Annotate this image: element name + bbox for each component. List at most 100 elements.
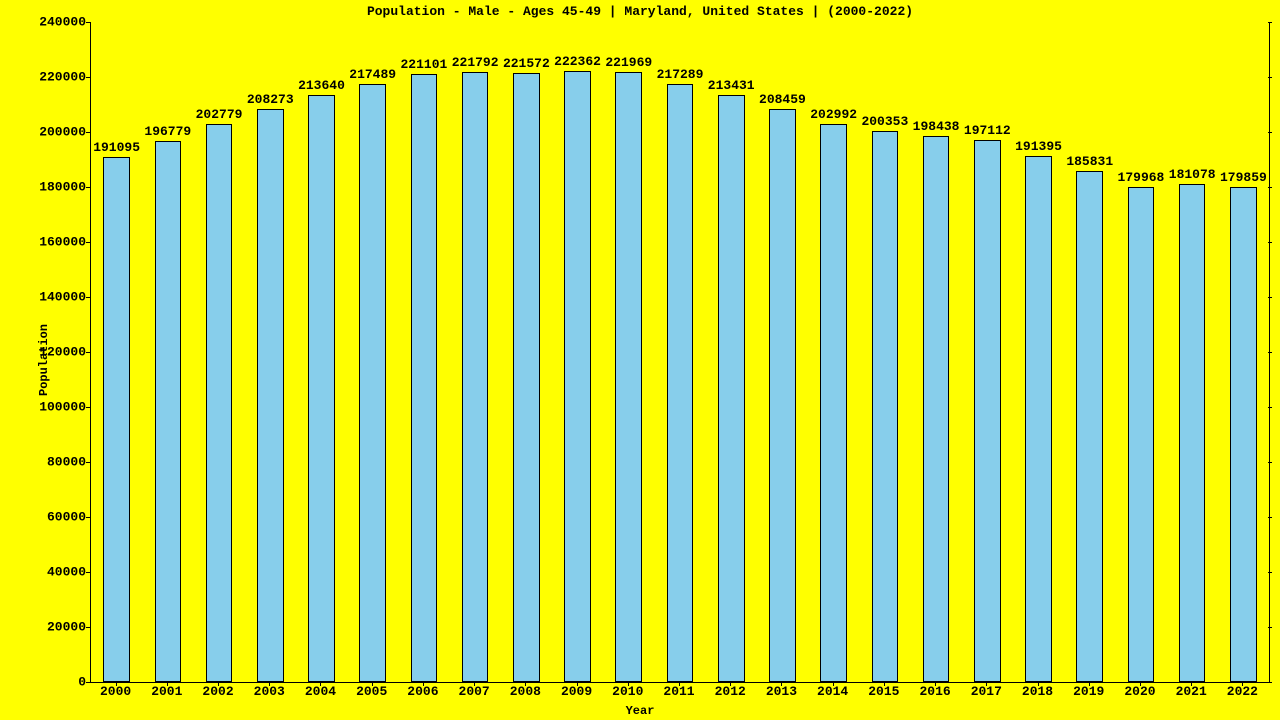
x-tick-label: 2010 [612, 684, 643, 699]
bar-value-label: 208273 [247, 92, 294, 107]
x-tick-mark [116, 682, 117, 686]
x-tick-mark [525, 682, 526, 686]
bar [718, 95, 745, 682]
y-tick-mark [1268, 132, 1272, 133]
bar-value-label: 179968 [1118, 170, 1165, 185]
bar-value-label: 221101 [401, 57, 448, 72]
x-tick-mark [1191, 682, 1192, 686]
x-tick-label: 2021 [1176, 684, 1207, 699]
x-tick-label: 2000 [100, 684, 131, 699]
x-tick-label: 2020 [1124, 684, 1155, 699]
x-tick-label: 2002 [202, 684, 233, 699]
y-tick-mark [1268, 297, 1272, 298]
bar [923, 136, 950, 682]
y-tick-label: 200000 [39, 125, 86, 140]
x-tick-mark [269, 682, 270, 686]
y-tick-mark [86, 407, 90, 408]
y-tick-mark [86, 77, 90, 78]
bar [1128, 187, 1155, 682]
x-tick-mark [730, 682, 731, 686]
bar [155, 141, 182, 682]
bar-value-label: 191395 [1015, 139, 1062, 154]
x-tick-label: 2013 [766, 684, 797, 699]
bar [974, 140, 1001, 682]
y-tick-label: 60000 [47, 510, 86, 525]
bar [820, 124, 847, 682]
bar-value-label: 181078 [1169, 167, 1216, 182]
bar-value-label: 202992 [810, 107, 857, 122]
bar-value-label: 221792 [452, 55, 499, 70]
y-tick-mark [1268, 242, 1272, 243]
x-tick-label: 2012 [715, 684, 746, 699]
y-tick-mark [86, 682, 90, 683]
y-tick-mark [86, 462, 90, 463]
y-tick-mark [1268, 572, 1272, 573]
y-tick-label: 220000 [39, 70, 86, 85]
y-tick-mark [86, 132, 90, 133]
y-tick-mark [86, 297, 90, 298]
bar-value-label: 213640 [298, 78, 345, 93]
bar [1230, 187, 1257, 682]
bar [1025, 156, 1052, 682]
x-tick-mark [628, 682, 629, 686]
bar-value-label: 208459 [759, 92, 806, 107]
x-tick-label: 2004 [305, 684, 336, 699]
x-tick-label: 2022 [1227, 684, 1258, 699]
x-tick-mark [1140, 682, 1141, 686]
x-tick-mark [577, 682, 578, 686]
x-tick-label: 2014 [817, 684, 848, 699]
x-tick-label: 2008 [510, 684, 541, 699]
bar [615, 72, 642, 682]
x-tick-label: 2005 [356, 684, 387, 699]
x-tick-mark [1038, 682, 1039, 686]
y-tick-mark [1268, 22, 1272, 23]
bar [103, 157, 130, 683]
y-tick-label: 80000 [47, 455, 86, 470]
x-tick-label: 2018 [1022, 684, 1053, 699]
bar [769, 109, 796, 682]
bar [1076, 171, 1103, 682]
x-tick-label: 2007 [459, 684, 490, 699]
bar [1179, 184, 1206, 682]
y-tick-mark [86, 627, 90, 628]
y-tick-label: 20000 [47, 620, 86, 635]
plot-area: 1910951967792027792082732136402174892211… [90, 22, 1270, 683]
y-tick-mark [86, 242, 90, 243]
x-tick-mark [1089, 682, 1090, 686]
bar-value-label: 200353 [861, 114, 908, 129]
bar [257, 109, 284, 682]
x-tick-mark [372, 682, 373, 686]
x-tick-label: 2017 [971, 684, 1002, 699]
bar-value-label: 179859 [1220, 170, 1267, 185]
bar-value-label: 197112 [964, 123, 1011, 138]
bar [513, 73, 540, 682]
y-tick-mark [1268, 187, 1272, 188]
bar [359, 84, 386, 682]
x-axis-label: Year [0, 704, 1280, 718]
bar [462, 72, 489, 682]
y-tick-mark [1268, 77, 1272, 78]
y-tick-mark [86, 572, 90, 573]
x-tick-mark [935, 682, 936, 686]
bar [564, 71, 591, 682]
y-tick-mark [86, 352, 90, 353]
bar-value-label: 221969 [605, 55, 652, 70]
y-tick-mark [86, 22, 90, 23]
x-tick-mark [423, 682, 424, 686]
x-tick-mark [884, 682, 885, 686]
bar-value-label: 217489 [349, 67, 396, 82]
bar-value-label: 221572 [503, 56, 550, 71]
x-tick-label: 2019 [1073, 684, 1104, 699]
y-tick-label: 120000 [39, 345, 86, 360]
x-tick-label: 2015 [868, 684, 899, 699]
x-tick-mark [833, 682, 834, 686]
bar-value-label: 198438 [913, 119, 960, 134]
x-tick-mark [474, 682, 475, 686]
y-tick-mark [1268, 352, 1272, 353]
y-tick-label: 160000 [39, 235, 86, 250]
bars-layer: 1910951967792027792082732136402174892211… [91, 22, 1269, 682]
bar-value-label: 196779 [144, 124, 191, 139]
chart-page: Population - Male - Ages 45-49 | Marylan… [0, 0, 1280, 720]
bar [411, 74, 438, 682]
x-tick-label: 2009 [561, 684, 592, 699]
